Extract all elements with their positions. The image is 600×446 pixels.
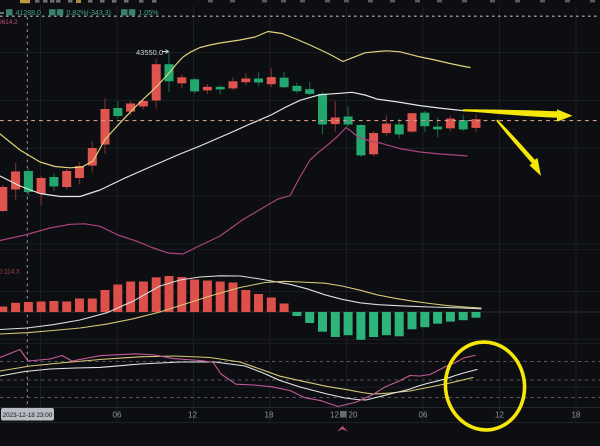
svg-text:06: 06 (113, 411, 122, 420)
svg-text:18: 18 (265, 411, 274, 420)
svg-text:12: 12 (188, 411, 197, 420)
svg-text:43550.0: 43550.0 (136, 48, 163, 57)
svg-text:0614.2: 0614.2 (0, 19, 18, 26)
svg-text:0:114.3: 0:114.3 (0, 269, 20, 276)
svg-text:1.05%: 1.05% (139, 8, 160, 17)
svg-text:0.82%(-343.3): 0.82%(-343.3) (67, 8, 111, 17)
svg-text:12: 12 (330, 411, 339, 420)
svg-text:06: 06 (419, 411, 428, 420)
svg-text:2023-12-18 23:00: 2023-12-18 23:00 (3, 412, 53, 419)
svg-text:20: 20 (349, 411, 358, 420)
svg-text:18: 18 (572, 411, 581, 420)
svg-text:41288.0: 41288.0 (16, 8, 41, 17)
svg-text:12: 12 (495, 411, 504, 420)
